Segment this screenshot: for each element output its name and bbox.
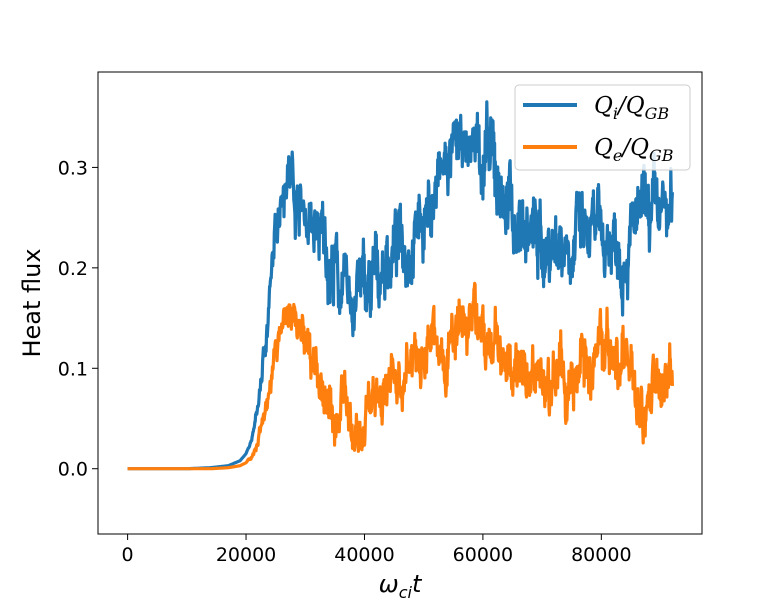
x-label-main: ω — [379, 570, 399, 598]
y-axis-label: Heat flux — [18, 248, 46, 357]
x-axis-label: ωcit — [379, 570, 423, 600]
y-tick-label: 0.0 — [58, 459, 88, 481]
plot-area-frame — [97, 71, 703, 535]
x-tick-label: 40000 — [334, 544, 394, 566]
y-tick-label: 0.1 — [58, 358, 88, 380]
x-label-tail: t — [412, 570, 423, 598]
y-tick-label: 0.2 — [58, 258, 88, 280]
x-tick-label: 60000 — [453, 544, 513, 566]
y-tick-label: 0.3 — [58, 157, 88, 179]
legend: Qi/QGB Qe/QGB — [514, 84, 691, 171]
x-tick-label: 20000 — [216, 544, 276, 566]
x-tick-label: 0 — [122, 544, 134, 566]
series-layer — [126, 100, 674, 471]
legend-entry-label: Qe/QGB — [594, 135, 674, 165]
x-label-sub: ci — [399, 583, 413, 600]
ticks-layer: 0 20000 40000 60000 80000 0.0 0.1 0.2 0.3 — [58, 157, 632, 566]
x-tick-label: 80000 — [571, 544, 631, 566]
series-line-qe — [126, 281, 674, 471]
legend-entry-label: Qi/QGB — [594, 93, 669, 123]
